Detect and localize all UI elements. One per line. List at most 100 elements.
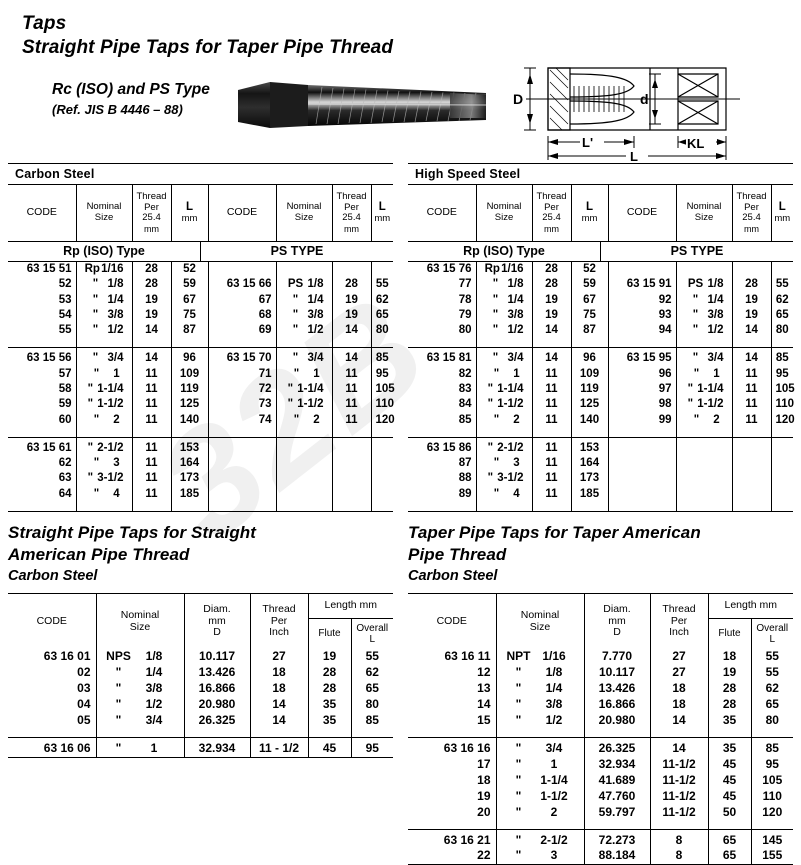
cell-threads: 14 xyxy=(732,323,772,339)
cell-overall-length: 85 xyxy=(365,712,379,727)
cell-code xyxy=(208,486,277,502)
cell-threads: 28 xyxy=(732,277,772,293)
diagram-label-d: d xyxy=(640,91,649,107)
table-row: 63 16 01 NPS 1/8 10.117 27 19 55 xyxy=(8,649,393,665)
cell-code: 80 xyxy=(408,323,477,339)
cell-threads-per-inch: 27 xyxy=(650,649,709,665)
cell-length: 80 xyxy=(775,324,789,337)
cell-threads: 11 xyxy=(132,397,172,413)
cell-code xyxy=(608,486,677,502)
cell-nominal-size: " 3/8 xyxy=(276,307,333,324)
cell-code: 15 xyxy=(408,712,497,729)
table-row: 63 15 51 Rp 1/16 28 52 xyxy=(8,262,393,278)
cell-code: 54 xyxy=(8,307,77,324)
cell-nominal-size: " 3/8 xyxy=(676,307,733,324)
cell-threads-per-inch: 11-1/2 xyxy=(650,804,709,821)
cell-threads: 11 xyxy=(532,456,572,472)
cell-code: 83 xyxy=(408,381,477,398)
cell-nominal-size xyxy=(676,471,733,487)
cell-nominal-size: " 1 xyxy=(496,756,585,773)
cell-nominal-size: " 3/8 xyxy=(476,307,533,324)
cell-diameter: 20.980 xyxy=(184,696,251,713)
cell-nominal-size: " 1/4 xyxy=(76,292,133,308)
cell-code: 74 xyxy=(208,412,277,428)
title-block: Taps Straight Pipe Taps for Taper Pipe T… xyxy=(22,12,393,60)
cell-threads: 14 xyxy=(332,323,372,339)
cell-threads: 11 xyxy=(532,366,572,382)
cell-overall-length: 95 xyxy=(765,756,779,771)
table-row: 89 " 4 11 185 xyxy=(408,486,793,502)
cell-flute-length: 28 xyxy=(708,680,752,697)
cell-diameter: 47.760 xyxy=(584,788,651,805)
cell-code: 63 16 01 xyxy=(8,649,97,665)
cell-code: 69 xyxy=(208,323,277,339)
cell-diameter: 7.770 xyxy=(584,649,651,665)
cell-length: 87 xyxy=(571,323,609,339)
cell-threads: 11 xyxy=(532,412,572,428)
cell-threads-per-inch: 8 xyxy=(650,828,709,849)
cell-code: 05 xyxy=(8,712,97,729)
cell-length: 95 xyxy=(375,367,389,380)
cell-flute-length: 65 xyxy=(708,828,752,849)
table-row: 02 " 1/4 13.426 18 28 62 xyxy=(8,664,393,681)
section-title-line1: Straight Pipe Taps for Straight xyxy=(8,523,257,542)
cell-length xyxy=(771,262,793,277)
cell-code: 96 xyxy=(608,366,677,382)
cell-code: 04 xyxy=(8,696,97,713)
cell-threads: 11 xyxy=(532,381,572,398)
cell-flute-length: 45 xyxy=(308,736,352,758)
cell-nominal-size: " 1-1/2 xyxy=(276,397,333,413)
th-length-span: Length mm xyxy=(324,599,378,612)
cell-length: 96 xyxy=(171,347,209,367)
cell-length: 140 xyxy=(571,412,609,428)
table-row: 53 " 1/4 19 67 67 " 1/4 19 62 xyxy=(8,292,393,308)
cell-diameter: 41.689 xyxy=(584,772,651,789)
table-row: 22 " 3 88.184 8 65 155 xyxy=(408,848,793,865)
cell-threads-per-inch: 11-1/2 xyxy=(650,788,709,805)
table-row: 62 " 3 11 164 xyxy=(8,456,393,472)
cell-code: 63 15 86 xyxy=(408,437,477,457)
cell-nominal-size: " 1 xyxy=(96,736,185,758)
table-row: 88 " 3-1/2 11 173 xyxy=(408,471,793,487)
cell-diameter: 20.980 xyxy=(584,712,651,729)
cell-code: 93 xyxy=(608,307,677,324)
table-row: 85 " 2 11 140 99 " 2 11 120 xyxy=(408,412,795,428)
cell-code xyxy=(208,471,277,487)
cell-code: 12 xyxy=(408,664,497,681)
cell-diameter: 16.866 xyxy=(184,680,251,697)
cell-threads-per-inch: 14 xyxy=(650,736,709,757)
cell-diameter: 32.934 xyxy=(584,756,651,773)
cell-flute-length: 19 xyxy=(308,649,352,665)
column-header-table: CODE Nominal Size Thread Per 25.4 mm L m… xyxy=(8,185,393,241)
cell-threads-per-inch: 18 xyxy=(650,696,709,713)
cell-length xyxy=(771,471,793,486)
cell-overall-length: 145 xyxy=(751,828,793,849)
cell-length: 125 xyxy=(171,397,209,413)
th-thread: Thread Per Inch xyxy=(650,593,709,649)
block-spacer xyxy=(408,338,793,348)
cell-threads: 28 xyxy=(132,262,172,278)
table-row: 63 " 3-1/2 11 173 xyxy=(8,471,393,487)
section-material: Carbon Steel xyxy=(8,568,98,585)
cell-threads xyxy=(332,471,372,487)
section-title-line1: Taper Pipe Taps for Taper American xyxy=(408,523,701,542)
cell-nominal-size: " 3-1/2 xyxy=(476,471,533,487)
cell-threads: 11 xyxy=(332,366,372,382)
cell-nominal-size: " 2-1/2 xyxy=(76,437,133,457)
cell-diameter: 72.273 xyxy=(584,828,651,849)
cell-threads: 11 xyxy=(732,366,772,382)
table-row: 63 15 76 Rp 1/16 28 52 xyxy=(408,262,793,278)
straight-american-section: Straight Pipe Taps for Straight American… xyxy=(8,522,393,758)
cell-threads: 11 xyxy=(132,437,172,457)
cell-threads: 14 xyxy=(532,347,572,367)
cell-length: 185 xyxy=(171,486,209,502)
table-row: 58 " 1-1/4 11 119 72 " 1-1/4 11 105 xyxy=(8,381,395,398)
cell-code: 63 15 51 xyxy=(8,262,77,278)
cell-code: 63 15 70 xyxy=(208,347,277,367)
table-row: 55 " 1/2 14 87 69 " 1/2 14 80 xyxy=(8,323,393,339)
cell-overall-length: 80 xyxy=(365,696,379,711)
cell-threads: 11 xyxy=(332,412,372,428)
table-row: 59 " 1-1/2 11 125 73 " 1-1/2 11 110 xyxy=(8,397,394,413)
cell-code: 22 xyxy=(408,848,497,865)
cell-threads: 14 xyxy=(332,347,372,367)
